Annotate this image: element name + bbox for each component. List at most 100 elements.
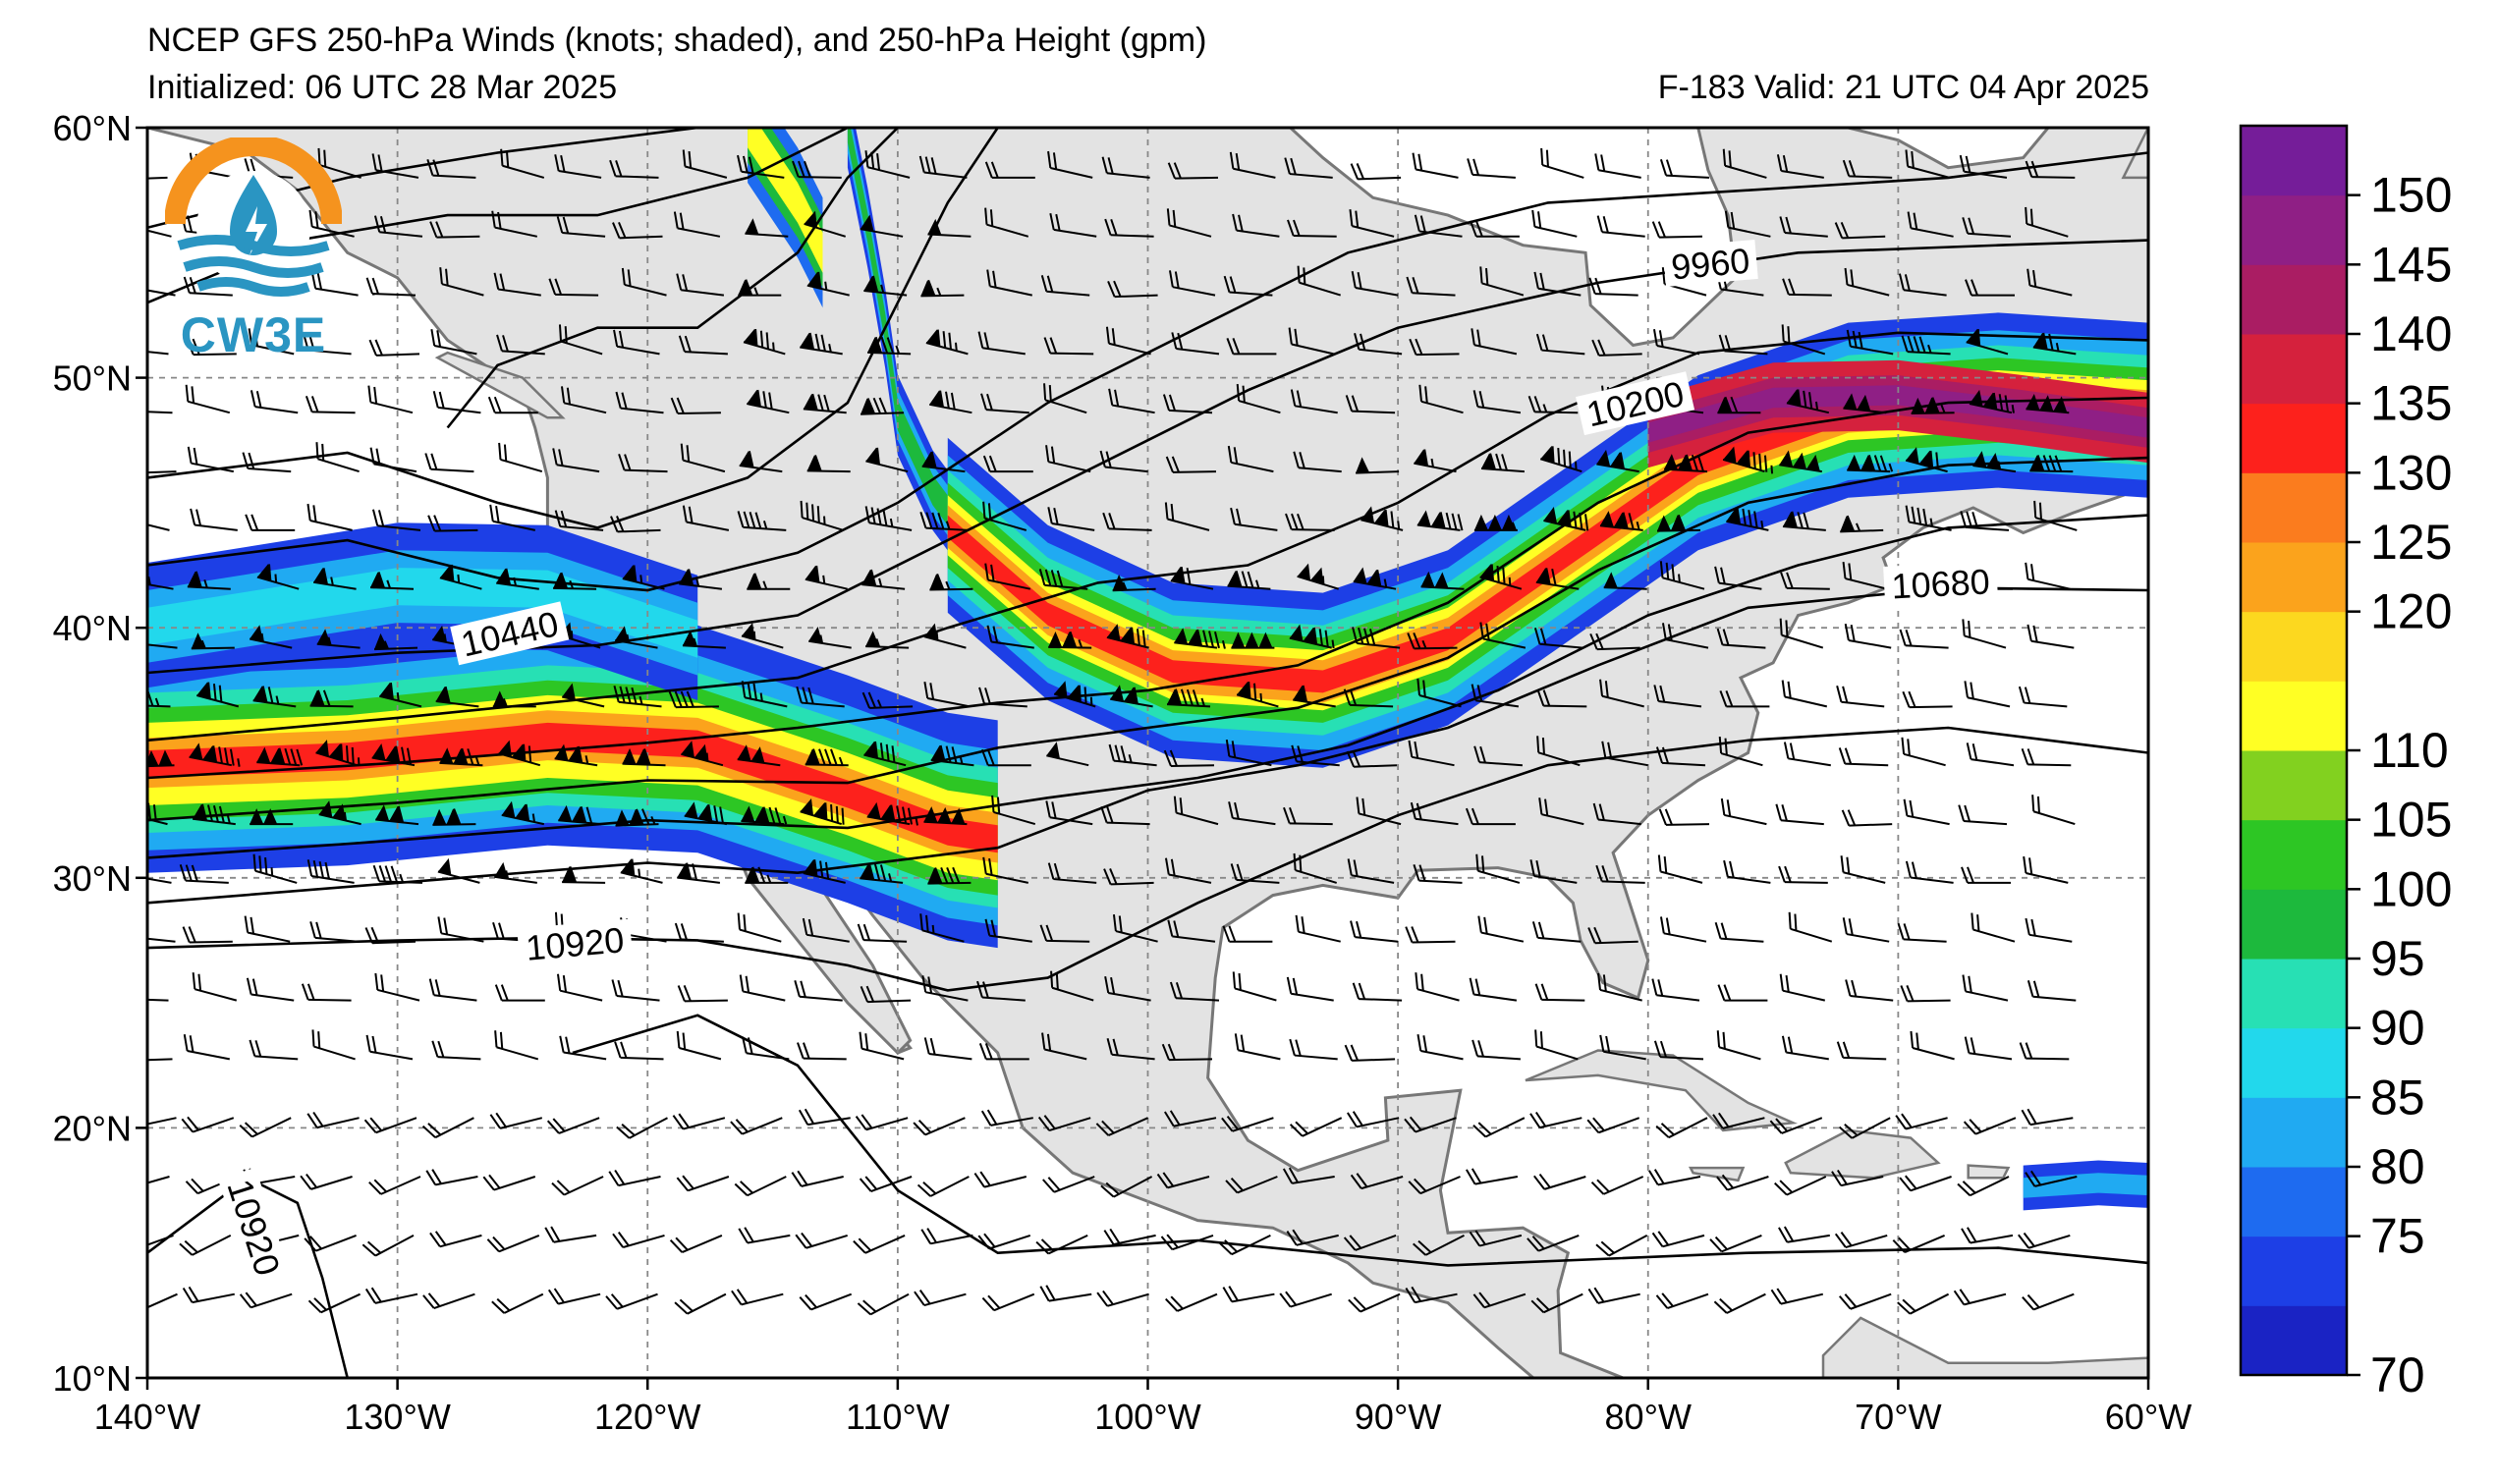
wind-barb	[1163, 749, 1215, 767]
cw3e-logo-icon	[164, 135, 343, 297]
wind-barb	[2021, 747, 2072, 767]
colorbar-swatch	[2241, 1236, 2347, 1306]
wind-barb	[1901, 737, 1946, 767]
wind-barb	[1655, 746, 1706, 767]
wind-barb	[973, 1171, 1027, 1188]
wind-barb	[421, 1117, 474, 1139]
wind-barb	[1290, 389, 1338, 414]
wind-barb	[1475, 853, 1521, 884]
wind-barb	[182, 926, 233, 944]
wind-barb	[1603, 572, 1647, 590]
wind-barb	[244, 915, 291, 943]
colorbar-swatch	[2241, 334, 2347, 405]
wind-barb	[730, 1117, 783, 1135]
wind-barb	[863, 741, 907, 767]
wind-barb	[1466, 1168, 1519, 1185]
wind-barb	[614, 626, 658, 649]
wind-barb	[1659, 159, 1710, 179]
wind-barb	[978, 1043, 1029, 1061]
wind-barb	[977, 331, 1026, 356]
wind-barb	[1714, 566, 1762, 590]
wind-barb	[1594, 153, 1641, 179]
wind-barb	[1351, 270, 1399, 297]
colorbar-swatch	[2241, 194, 2347, 265]
wind-barb	[547, 1288, 601, 1305]
wind-barb	[798, 1108, 851, 1127]
wind-barb	[367, 385, 414, 414]
wind-barb	[250, 808, 294, 826]
wind-barb	[986, 269, 1033, 297]
wind-barb	[1350, 920, 1399, 943]
wind-barb	[1905, 505, 1952, 531]
wind-barb	[1653, 1040, 1704, 1061]
wind-barb	[743, 328, 786, 356]
wind-barb	[439, 267, 484, 297]
wind-barb	[1413, 1235, 1465, 1256]
wind-barb	[147, 286, 176, 297]
wind-barb	[747, 389, 790, 414]
colorbar-swatch	[2241, 1027, 2347, 1098]
wind-barb	[613, 686, 662, 708]
wind-barb	[196, 682, 240, 708]
wind-barb	[147, 576, 174, 590]
wind-barb	[1289, 1038, 1338, 1061]
wind-barb	[1653, 685, 1702, 708]
wind-barb	[1961, 1227, 2014, 1244]
caribbean-streak	[2023, 1160, 2148, 1211]
wind-barb	[1899, 629, 1949, 649]
wind-barb	[1415, 972, 1460, 1002]
wind-barb	[432, 808, 476, 826]
wind-barb	[1717, 396, 1761, 414]
wind-barb	[1291, 744, 1340, 767]
contour-label: 10680	[1883, 560, 1999, 606]
wind-barb	[921, 975, 969, 1002]
wind-barb	[1167, 162, 1219, 180]
wind-barb	[1347, 858, 1395, 884]
wind-barb	[2025, 206, 2069, 238]
wind-barb	[1416, 510, 1464, 531]
wind-barb	[1047, 507, 1095, 531]
wind-barb	[1479, 564, 1523, 590]
wind-barb	[1901, 335, 1951, 356]
wind-barb	[737, 154, 785, 179]
height-contour-line	[147, 456, 2148, 822]
wind-barb	[678, 335, 728, 356]
wind-barb	[2021, 1108, 2074, 1127]
wind-barb	[1040, 275, 1090, 297]
wind-barb	[304, 1234, 357, 1252]
wind-barb	[864, 506, 913, 531]
wind-barb	[315, 740, 361, 767]
wind-barb	[1169, 981, 1220, 1002]
wind-barb	[612, 221, 663, 240]
colorbar-swatch	[2241, 126, 2347, 196]
upstream-jet-streak-level-2	[748, 128, 823, 273]
wind-barb	[1595, 1235, 1648, 1257]
colorbar-label: 75	[2370, 1209, 2425, 1264]
wind-barb	[1414, 214, 1463, 238]
height-contour-line	[147, 239, 2148, 675]
wind-barb	[982, 856, 1029, 884]
wind-barb	[982, 455, 1033, 473]
wind-barb	[1229, 151, 1276, 179]
wind-barb	[731, 1289, 784, 1306]
wind-barb	[622, 747, 666, 767]
wind-barb	[1287, 219, 1337, 238]
wind-barb	[1171, 332, 1220, 356]
height-contour-line	[147, 151, 2148, 592]
wind-barb	[1535, 333, 1585, 356]
wind-barb	[1107, 280, 1158, 299]
wind-barb	[1416, 1033, 1464, 1061]
wind-barb	[2033, 500, 2078, 531]
wind-barb	[556, 216, 606, 238]
wind-barb	[1050, 970, 1094, 1002]
wind-barb	[1102, 512, 1152, 531]
height-contour-line	[147, 331, 2148, 742]
wind-barb	[1352, 982, 1403, 1002]
wind-barb	[147, 1117, 177, 1128]
wind-barb	[923, 623, 967, 649]
wind-barb	[1103, 868, 1154, 886]
colorbar-swatch	[2241, 750, 2347, 821]
wind-barb	[1041, 1032, 1087, 1061]
vancouver-island-island	[434, 351, 566, 419]
wind-barb	[674, 1292, 727, 1315]
